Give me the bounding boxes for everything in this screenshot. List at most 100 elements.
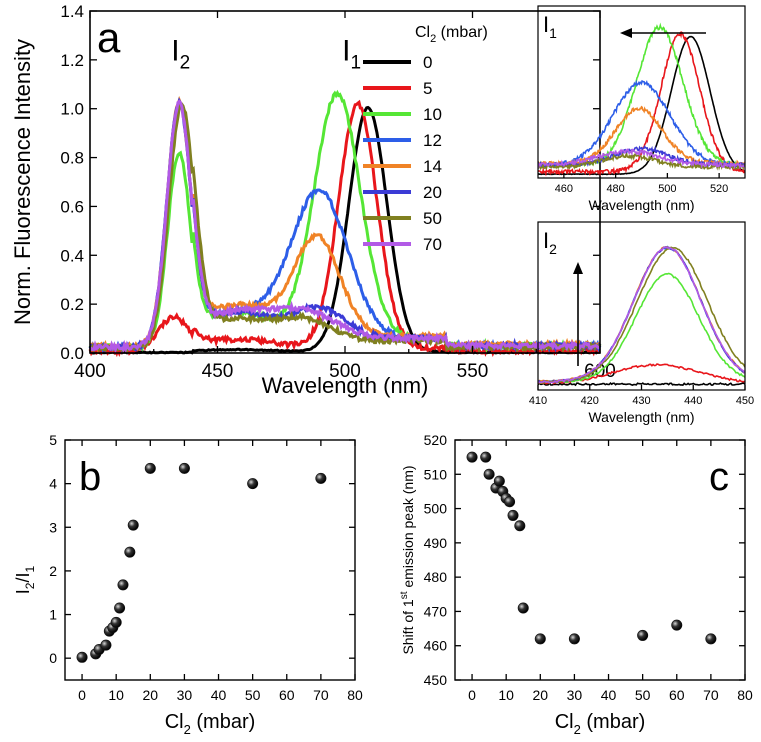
inset-series-70 bbox=[538, 246, 745, 384]
inset-x-axis-label: Wavelength (nm) bbox=[588, 409, 694, 425]
inset-panel-label: I2 bbox=[543, 228, 557, 257]
data-point bbox=[507, 509, 519, 521]
data-point bbox=[114, 602, 126, 614]
data-point bbox=[124, 546, 136, 558]
data-point bbox=[247, 478, 259, 490]
data-point bbox=[144, 462, 156, 474]
x-tick-label: 40 bbox=[211, 687, 227, 703]
rise-arrow-head bbox=[573, 262, 583, 274]
inset-series-50 bbox=[538, 152, 745, 171]
panel-a: 400 450 500 550 6000.00.20.40.60.81.01.21.4W… bbox=[10, 2, 616, 398]
y-axis-label: I2/I1 bbox=[13, 565, 37, 594]
y-tick-label: 0.4 bbox=[60, 246, 84, 265]
panel-label-a: a bbox=[97, 14, 121, 61]
x-tick-label: 60 bbox=[669, 687, 685, 703]
data-point bbox=[568, 633, 580, 645]
inset-x-tick-label: 460 bbox=[555, 183, 573, 195]
x-tick-label: 0 bbox=[78, 687, 86, 703]
data-point bbox=[315, 472, 327, 484]
data-point bbox=[493, 475, 505, 487]
legend-label-10: 10 bbox=[423, 105, 442, 124]
text-span: I bbox=[543, 228, 549, 253]
x-axis-label: Cl2 (mbar) bbox=[165, 711, 256, 737]
text-span: (mbar) bbox=[581, 711, 645, 733]
legend-label-70: 70 bbox=[423, 235, 442, 254]
inset-frame bbox=[537, 5, 746, 179]
text-span: emission peak (nm) bbox=[400, 465, 416, 591]
inset-lines bbox=[538, 245, 745, 387]
data-point bbox=[504, 496, 516, 508]
inset-series-10 bbox=[538, 22, 745, 170]
y-tick-label: 510 bbox=[424, 466, 448, 482]
text-span: 1 bbox=[549, 25, 557, 41]
x-axis-label: Wavelength (nm) bbox=[262, 373, 429, 398]
y-tick-label: 520 bbox=[424, 432, 448, 448]
x-tick-label: 550 bbox=[457, 361, 489, 382]
inset-x-tick-label: 410 bbox=[529, 395, 547, 407]
y-tick-label: 5 bbox=[49, 432, 57, 448]
inset-lines bbox=[538, 22, 745, 177]
inset-x-tick-label: 440 bbox=[684, 395, 702, 407]
y-tick-label: 0.8 bbox=[60, 149, 84, 168]
x-tick-label: 80 bbox=[347, 687, 363, 703]
text-span: 2 bbox=[184, 722, 191, 737]
text-span: I bbox=[342, 35, 350, 68]
text-span: (mbar) bbox=[191, 711, 255, 733]
text-span: I bbox=[171, 35, 179, 68]
legend-label-50: 50 bbox=[423, 209, 442, 228]
y-tick-label: 0.2 bbox=[60, 295, 84, 314]
inset-x-tick-label: 480 bbox=[606, 183, 624, 195]
legend-label-0: 0 bbox=[423, 53, 432, 72]
text-span: 2 bbox=[430, 33, 436, 45]
legend-title: Cl2 (mbar) bbox=[415, 24, 488, 45]
panel-c: 0 10 20 30 40 50 60 70 80 450 460 470 480 490 500 510 52… bbox=[399, 432, 753, 737]
text-span: Shift of 1 bbox=[400, 599, 416, 654]
inset-x-tick-label: 450 bbox=[736, 395, 754, 407]
y-tick-label: 2 bbox=[49, 563, 57, 579]
y-tick-label: 4 bbox=[49, 476, 57, 492]
y-tick-label: 460 bbox=[424, 638, 448, 654]
data-point bbox=[480, 451, 492, 463]
y-tick-label: 450 bbox=[424, 672, 448, 688]
x-tick-label: 400 bbox=[74, 361, 106, 382]
legend-label-12: 12 bbox=[423, 131, 442, 150]
x-tick-label: 20 bbox=[143, 687, 159, 703]
data-point bbox=[514, 520, 526, 532]
data-point bbox=[100, 639, 112, 651]
y-tick-label: 1.4 bbox=[60, 2, 84, 21]
y-tick-label: 490 bbox=[424, 535, 448, 551]
text-span: I bbox=[543, 12, 549, 37]
inset-x-tick-label: 500 bbox=[658, 183, 676, 195]
inset-series-50 bbox=[538, 246, 745, 384]
data-point bbox=[178, 462, 190, 474]
y-axis-label: Shift of 1st emission peak (nm) bbox=[399, 465, 416, 654]
inset-series-0 bbox=[538, 35, 745, 176]
text-span: Cl bbox=[555, 711, 574, 733]
x-tick-label: 70 bbox=[703, 687, 719, 703]
y-tick-label: 470 bbox=[424, 603, 448, 619]
data-point bbox=[466, 451, 478, 463]
y-tick-label: 480 bbox=[424, 569, 448, 585]
series-line-5 bbox=[88, 99, 601, 358]
text-span: 1 bbox=[350, 53, 361, 74]
text-span: Cl bbox=[415, 24, 430, 41]
data-point bbox=[671, 619, 683, 631]
inset-x-axis-label: Wavelength (nm) bbox=[588, 197, 694, 213]
legend-label-20: 20 bbox=[423, 183, 442, 202]
x-tick-label: 60 bbox=[279, 687, 295, 703]
data-point bbox=[637, 629, 649, 641]
text-span: 2 bbox=[574, 722, 581, 737]
y-tick-label: 1.0 bbox=[60, 100, 84, 119]
legend-label-14: 14 bbox=[423, 157, 442, 176]
y-tick-label: 1.2 bbox=[60, 51, 84, 70]
x-tick-label: 50 bbox=[245, 687, 261, 703]
text-span: Cl bbox=[165, 711, 184, 733]
data-point bbox=[127, 519, 139, 531]
inset-series-5 bbox=[538, 31, 745, 177]
panel-letter-b: b bbox=[79, 455, 101, 499]
data-point bbox=[110, 616, 122, 628]
inset-x-tick-label: 430 bbox=[632, 395, 650, 407]
x-tick-label: 30 bbox=[567, 687, 583, 703]
y-tick-label: 1 bbox=[49, 607, 57, 623]
x-tick-label: 50 bbox=[635, 687, 651, 703]
